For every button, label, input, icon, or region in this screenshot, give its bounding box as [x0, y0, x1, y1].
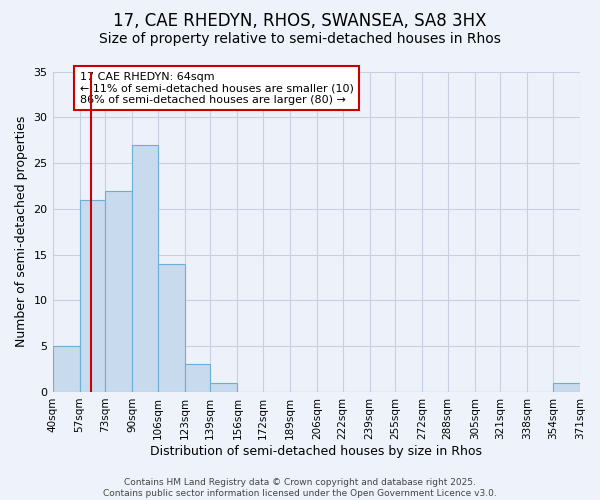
Bar — [158, 264, 185, 392]
Text: Contains HM Land Registry data © Crown copyright and database right 2025.
Contai: Contains HM Land Registry data © Crown c… — [103, 478, 497, 498]
Text: Size of property relative to semi-detached houses in Rhos: Size of property relative to semi-detach… — [99, 32, 501, 46]
Text: 17, CAE RHEDYN, RHOS, SWANSEA, SA8 3HX: 17, CAE RHEDYN, RHOS, SWANSEA, SA8 3HX — [113, 12, 487, 30]
Bar — [53, 346, 80, 392]
Bar — [553, 383, 580, 392]
Bar — [132, 144, 158, 392]
Y-axis label: Number of semi-detached properties: Number of semi-detached properties — [15, 116, 28, 348]
Text: 17 CAE RHEDYN: 64sqm
← 11% of semi-detached houses are smaller (10)
86% of semi-: 17 CAE RHEDYN: 64sqm ← 11% of semi-detac… — [80, 72, 353, 104]
Bar — [185, 364, 211, 392]
X-axis label: Distribution of semi-detached houses by size in Rhos: Distribution of semi-detached houses by … — [150, 444, 482, 458]
Bar — [80, 200, 105, 392]
Bar — [105, 190, 132, 392]
Bar — [211, 383, 238, 392]
